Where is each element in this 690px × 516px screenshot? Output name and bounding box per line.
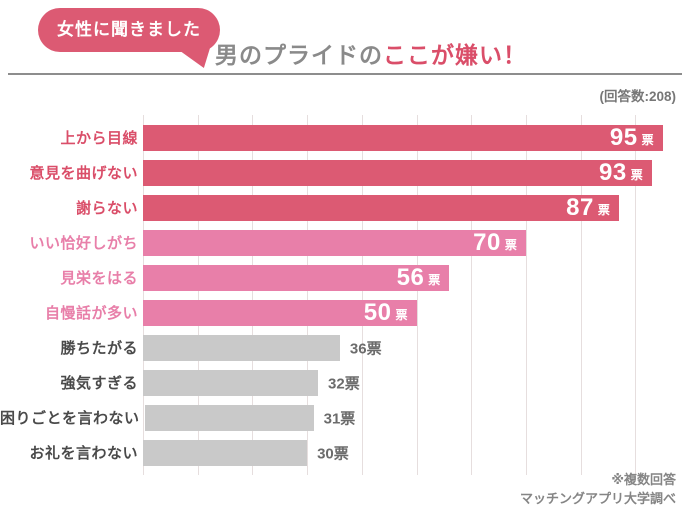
badge-label: 女性に聞きました — [57, 20, 201, 39]
gridline — [307, 115, 309, 475]
bar — [143, 334, 340, 361]
gridline — [471, 115, 473, 475]
bar-row: 勝ちたがる 36票 — [0, 330, 690, 365]
bar-value-label: 30票 — [317, 445, 349, 462]
bar-row: 自慢話が多い 50 票 — [0, 295, 690, 330]
bar: 70 票 — [143, 228, 526, 256]
bar-row: 困りごとを言わない 31票 — [0, 400, 690, 435]
bar-category-label: いい恰好しがち — [29, 235, 138, 252]
bar-track: 56 票 — [143, 263, 690, 291]
bar-track: 31票 — [144, 404, 690, 431]
bar-value-label: 87 票 — [566, 193, 610, 221]
gridline — [580, 115, 582, 475]
gridlines — [143, 115, 690, 475]
title-accent-part: ここが嫌い！ — [383, 42, 527, 68]
gridline — [416, 115, 418, 475]
bar — [144, 404, 314, 431]
bar: 56 票 — [143, 263, 450, 291]
bar-value-label: 32票 — [328, 375, 360, 392]
bar-value-label: 56 票 — [396, 263, 441, 291]
bar-track: 87 票 — [143, 193, 690, 221]
footnote-source: マッチングアプリ大学調べ — [519, 491, 676, 506]
bar — [143, 439, 308, 466]
bar-row: 謝らない 87 票 — [0, 190, 690, 225]
bar-track: 93 票 — [143, 158, 690, 186]
gridline — [635, 115, 637, 475]
bar-category-label: 意見を曲げない — [29, 165, 138, 182]
bar-category-label: 上から目線 — [60, 130, 138, 147]
gridline — [143, 115, 144, 475]
gridline — [197, 115, 199, 475]
bar-row: 見栄をはる 56 票 — [0, 260, 690, 295]
bar-track: 30票 — [143, 439, 690, 466]
bar-track: 50 票 — [143, 298, 690, 326]
bar-category-label: 謝らない — [75, 200, 138, 217]
header-divider — [8, 73, 682, 75]
bar-track: 70 票 — [143, 228, 690, 256]
bar-row: お礼を言わない 30票 — [0, 435, 690, 470]
bar-category-label: 見栄をはる — [60, 270, 138, 287]
response-count: (回答数:208) — [599, 89, 676, 104]
bar-chart: 上から目線 95 票意見を曲げない 93 票謝らない 87 票いい恰好しがち 70 票見栄をはる… — [0, 115, 690, 475]
gridline — [361, 115, 363, 475]
bar-value-label: 93 票 — [598, 158, 643, 186]
bar-category-label: 自慢話が多い — [44, 305, 138, 322]
bar-row: 意見を曲げない 93 票 — [0, 155, 690, 190]
bar — [143, 369, 319, 396]
bar-track: 36票 — [143, 334, 690, 361]
page-title: 男のプライドのここが嫌い！ — [215, 36, 527, 70]
bar-track: 95 票 — [143, 123, 690, 151]
bar-value-label: 36票 — [349, 340, 382, 357]
speech-bubble-badge: 女性に聞きました — [38, 8, 220, 52]
bar-value-label: 95 票 — [609, 123, 654, 151]
bar: 93 票 — [143, 158, 652, 186]
bar-category-label: 強気すぎる — [60, 375, 138, 392]
footnote-multiple-answers: ※複数回答 — [611, 472, 676, 487]
bar-category-label: 困りごとを言わない — [0, 410, 140, 427]
bar-category-label: 勝ちたがる — [60, 340, 138, 357]
bar: 50 票 — [143, 298, 417, 326]
title-gray-part: 男のプライドの — [215, 42, 383, 68]
bar: 95 票 — [143, 123, 663, 151]
footnotes: ※複数回答 マッチングアプリ大学調べ — [520, 470, 676, 508]
bar-value-label: 70 票 — [473, 228, 517, 256]
bar-row: いい恰好しがち 70 票 — [0, 225, 690, 260]
bar-rows: 上から目線 95 票意見を曲げない 93 票謝らない 87 票いい恰好しがち 70 票見栄をはる… — [0, 120, 690, 470]
bar-row: 強気すぎる 32票 — [0, 365, 690, 400]
bar-category-label: お礼を言わない — [29, 445, 138, 462]
gridline — [525, 115, 527, 475]
bar-value-label: 50 票 — [363, 298, 408, 326]
gridline — [252, 115, 254, 475]
bar-value-label: 31票 — [323, 410, 356, 427]
bar: 87 票 — [143, 193, 619, 221]
bar-track: 32票 — [143, 369, 690, 396]
bar-row: 上から目線 95 票 — [0, 120, 690, 155]
